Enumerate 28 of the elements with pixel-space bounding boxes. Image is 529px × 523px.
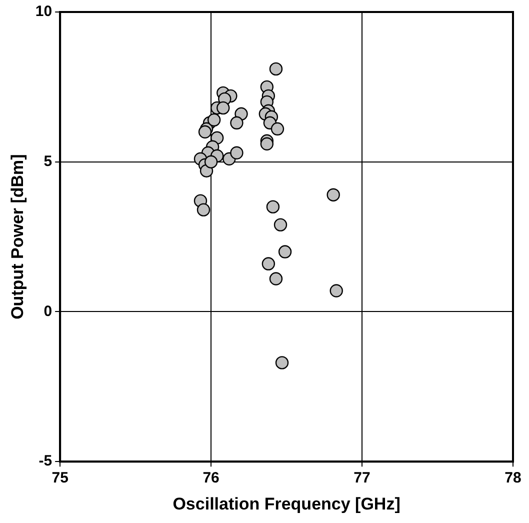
point <box>198 125 212 138</box>
x-tick-label: 78 <box>504 470 522 487</box>
point <box>330 284 343 298</box>
point <box>230 116 244 130</box>
x-tick-label: 76 <box>202 470 220 487</box>
point <box>196 203 210 216</box>
y-tick-label: 5 <box>44 153 52 170</box>
point <box>260 137 274 150</box>
x-tick-label: 75 <box>52 470 68 487</box>
point <box>230 146 244 160</box>
point <box>326 188 340 202</box>
point <box>278 245 292 258</box>
point <box>207 113 221 127</box>
y-axis-title: Output Power [dBm] <box>8 154 27 320</box>
point <box>274 218 288 232</box>
y-tick-label: 0 <box>44 302 52 320</box>
x-axis-title: Oscillation Frequency [GHz] <box>172 494 400 514</box>
x-tick-label: 77 <box>354 470 370 487</box>
point <box>269 62 283 76</box>
y-tick-label: 10 <box>35 3 52 20</box>
point <box>204 155 218 168</box>
y-tick-label: -5 <box>38 452 52 470</box>
point <box>275 356 289 370</box>
point <box>270 122 284 136</box>
point <box>216 101 230 115</box>
point <box>269 272 283 286</box>
point <box>266 200 280 214</box>
point <box>262 257 276 270</box>
